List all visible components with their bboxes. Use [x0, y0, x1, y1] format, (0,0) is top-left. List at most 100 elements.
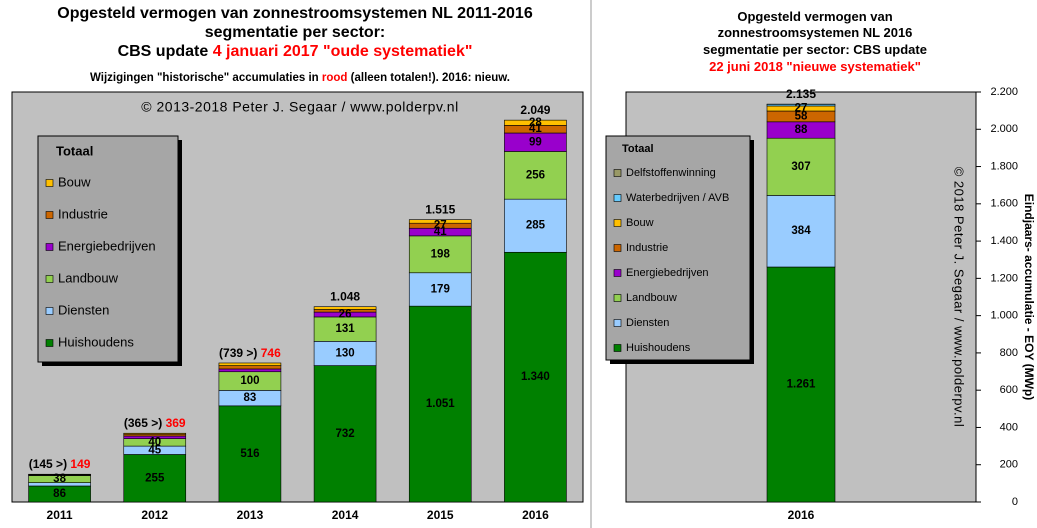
bar-segment [766, 266, 836, 503]
bar-segment [504, 251, 567, 503]
total-label: 1.048 [330, 290, 360, 304]
title-part: 22 juni 2018 "nieuwe systematiek" [709, 59, 921, 74]
legend-label: Industrie [58, 206, 108, 221]
x-tick-label: 2016 [788, 508, 815, 522]
total: 2.135 [786, 87, 816, 101]
value-label: 58 [795, 110, 808, 122]
bar-segment [408, 305, 472, 503]
legend-label: Landbouw [626, 292, 677, 304]
total-label: (365 >) 369 [124, 416, 186, 430]
y-tick-label: 600 [1000, 384, 1018, 396]
subtitle-part: (alleen totalen!). 2016: nieuw. [347, 72, 510, 84]
value-label: 38 [53, 473, 66, 485]
new-total: 369 [166, 416, 186, 430]
legend-swatch [613, 344, 622, 352]
bar-segment [408, 272, 472, 307]
value-label: 1.340 [521, 371, 550, 383]
total-label: (739 >) 746 [219, 346, 281, 360]
value-label: 45 [148, 444, 161, 456]
x-tick-label: 2012 [141, 508, 168, 522]
bar-segment [504, 198, 567, 253]
value-label: 41 [434, 226, 447, 238]
x-tick-label: 2015 [427, 508, 454, 522]
value-label: 131 [335, 323, 355, 335]
legend-swatch [613, 219, 622, 227]
value-label: 28 [529, 117, 542, 129]
y-tick-label: 1.800 [990, 160, 1018, 172]
bar-segment [408, 235, 472, 274]
y-tick-label: 2.200 [990, 86, 1018, 98]
new-total: 746 [261, 346, 281, 360]
chart-title: CBS update 4 januari 2017 "oude systemat… [118, 43, 473, 60]
chart-subtitle: Wijzigingen "historische" accumulaties i… [90, 72, 510, 84]
x-tick-label: 2014 [332, 508, 359, 522]
total-label: 2.135 [786, 87, 816, 101]
title-part: segmentatie per sector: CBS update [703, 42, 927, 57]
legend-swatch [613, 294, 622, 302]
y-tick-label: 200 [1000, 459, 1018, 471]
copyright: © 2018 Peter J. Segaar / www.polderpv.nl [952, 167, 967, 428]
legend-title: Totaal [622, 143, 654, 155]
bar-segment [313, 365, 377, 503]
y-tick-label: 400 [1000, 421, 1018, 433]
subtitle-part: Wijzigingen "historische" accumulaties i… [90, 72, 322, 84]
value-label: 732 [335, 428, 354, 440]
y-tick-label: 1.400 [990, 235, 1018, 247]
legend-swatch [613, 244, 622, 252]
legend-label: Energiebedrijven [626, 267, 709, 279]
value-label: 41 [529, 123, 542, 135]
value-label: 86 [53, 488, 66, 500]
value-label: 516 [240, 448, 259, 460]
value-label: 88 [795, 124, 808, 136]
legend-swatch [45, 339, 54, 347]
chart-title: segmentatie per sector: [205, 24, 386, 41]
value-label: 255 [145, 472, 165, 484]
new-total: 149 [70, 457, 90, 471]
bar-segment [504, 119, 567, 126]
previous-total: (365 >) [124, 416, 162, 430]
x-tick-label: 2016 [522, 508, 549, 522]
title-part: segmentatie per sector: [205, 24, 386, 41]
subtitle-part: rood [322, 72, 348, 84]
bar-segment [218, 368, 282, 373]
legend-label: Delfstoffenwinning [626, 167, 716, 179]
legend-swatch [613, 269, 622, 277]
value-label: 1.051 [426, 398, 455, 410]
value-label: 27 [795, 103, 808, 115]
legend-swatch [45, 243, 54, 251]
x-tick-label: 2013 [237, 508, 264, 522]
legend-swatch [613, 319, 622, 327]
total: 1.048 [330, 290, 360, 304]
legend-label: Huishoudens [58, 334, 134, 349]
value-label: 179 [431, 283, 450, 295]
value-label: 83 [244, 392, 257, 404]
bar-segment [313, 306, 377, 310]
legend-label: Energiebedrijven [58, 238, 156, 253]
chart-title: Opgesteld vermogen van [737, 9, 892, 24]
y-tick-label: 1.000 [990, 310, 1018, 322]
title-part: zonnestroomsystemen NL 2016 [718, 25, 913, 40]
value-label: 27 [434, 220, 447, 232]
total-label: (145 >) 149 [29, 457, 91, 471]
y-axis-label: Eindjaars- accumulatie - EOY (MWp) [1022, 194, 1036, 400]
total-label: 1.515 [425, 203, 455, 217]
legend-label: Waterbedrijven / AVB [626, 192, 729, 204]
bar-segment [218, 365, 282, 370]
chart-title: segmentatie per sector: CBS update [703, 42, 927, 57]
copyright: © 2013-2018 Peter J. Segaar / www.polder… [141, 99, 458, 115]
bar-segment [313, 341, 377, 366]
value-label: 256 [526, 169, 545, 181]
chart-title: Opgesteld vermogen van zonnestroomsystem… [57, 5, 533, 22]
legend-label: Huishoudens [626, 342, 691, 354]
y-tick-label: 800 [1000, 347, 1018, 359]
value-label: 285 [526, 220, 546, 232]
previous-total: (145 >) [29, 457, 67, 471]
value-label: 130 [335, 347, 354, 359]
y-tick-label: 2.000 [990, 123, 1018, 135]
bar-segment [766, 137, 836, 196]
x-tick-label: 2011 [47, 508, 73, 522]
y-tick-label: 1.600 [990, 198, 1018, 210]
value-label: 384 [791, 225, 811, 237]
legend-swatch [613, 169, 622, 177]
